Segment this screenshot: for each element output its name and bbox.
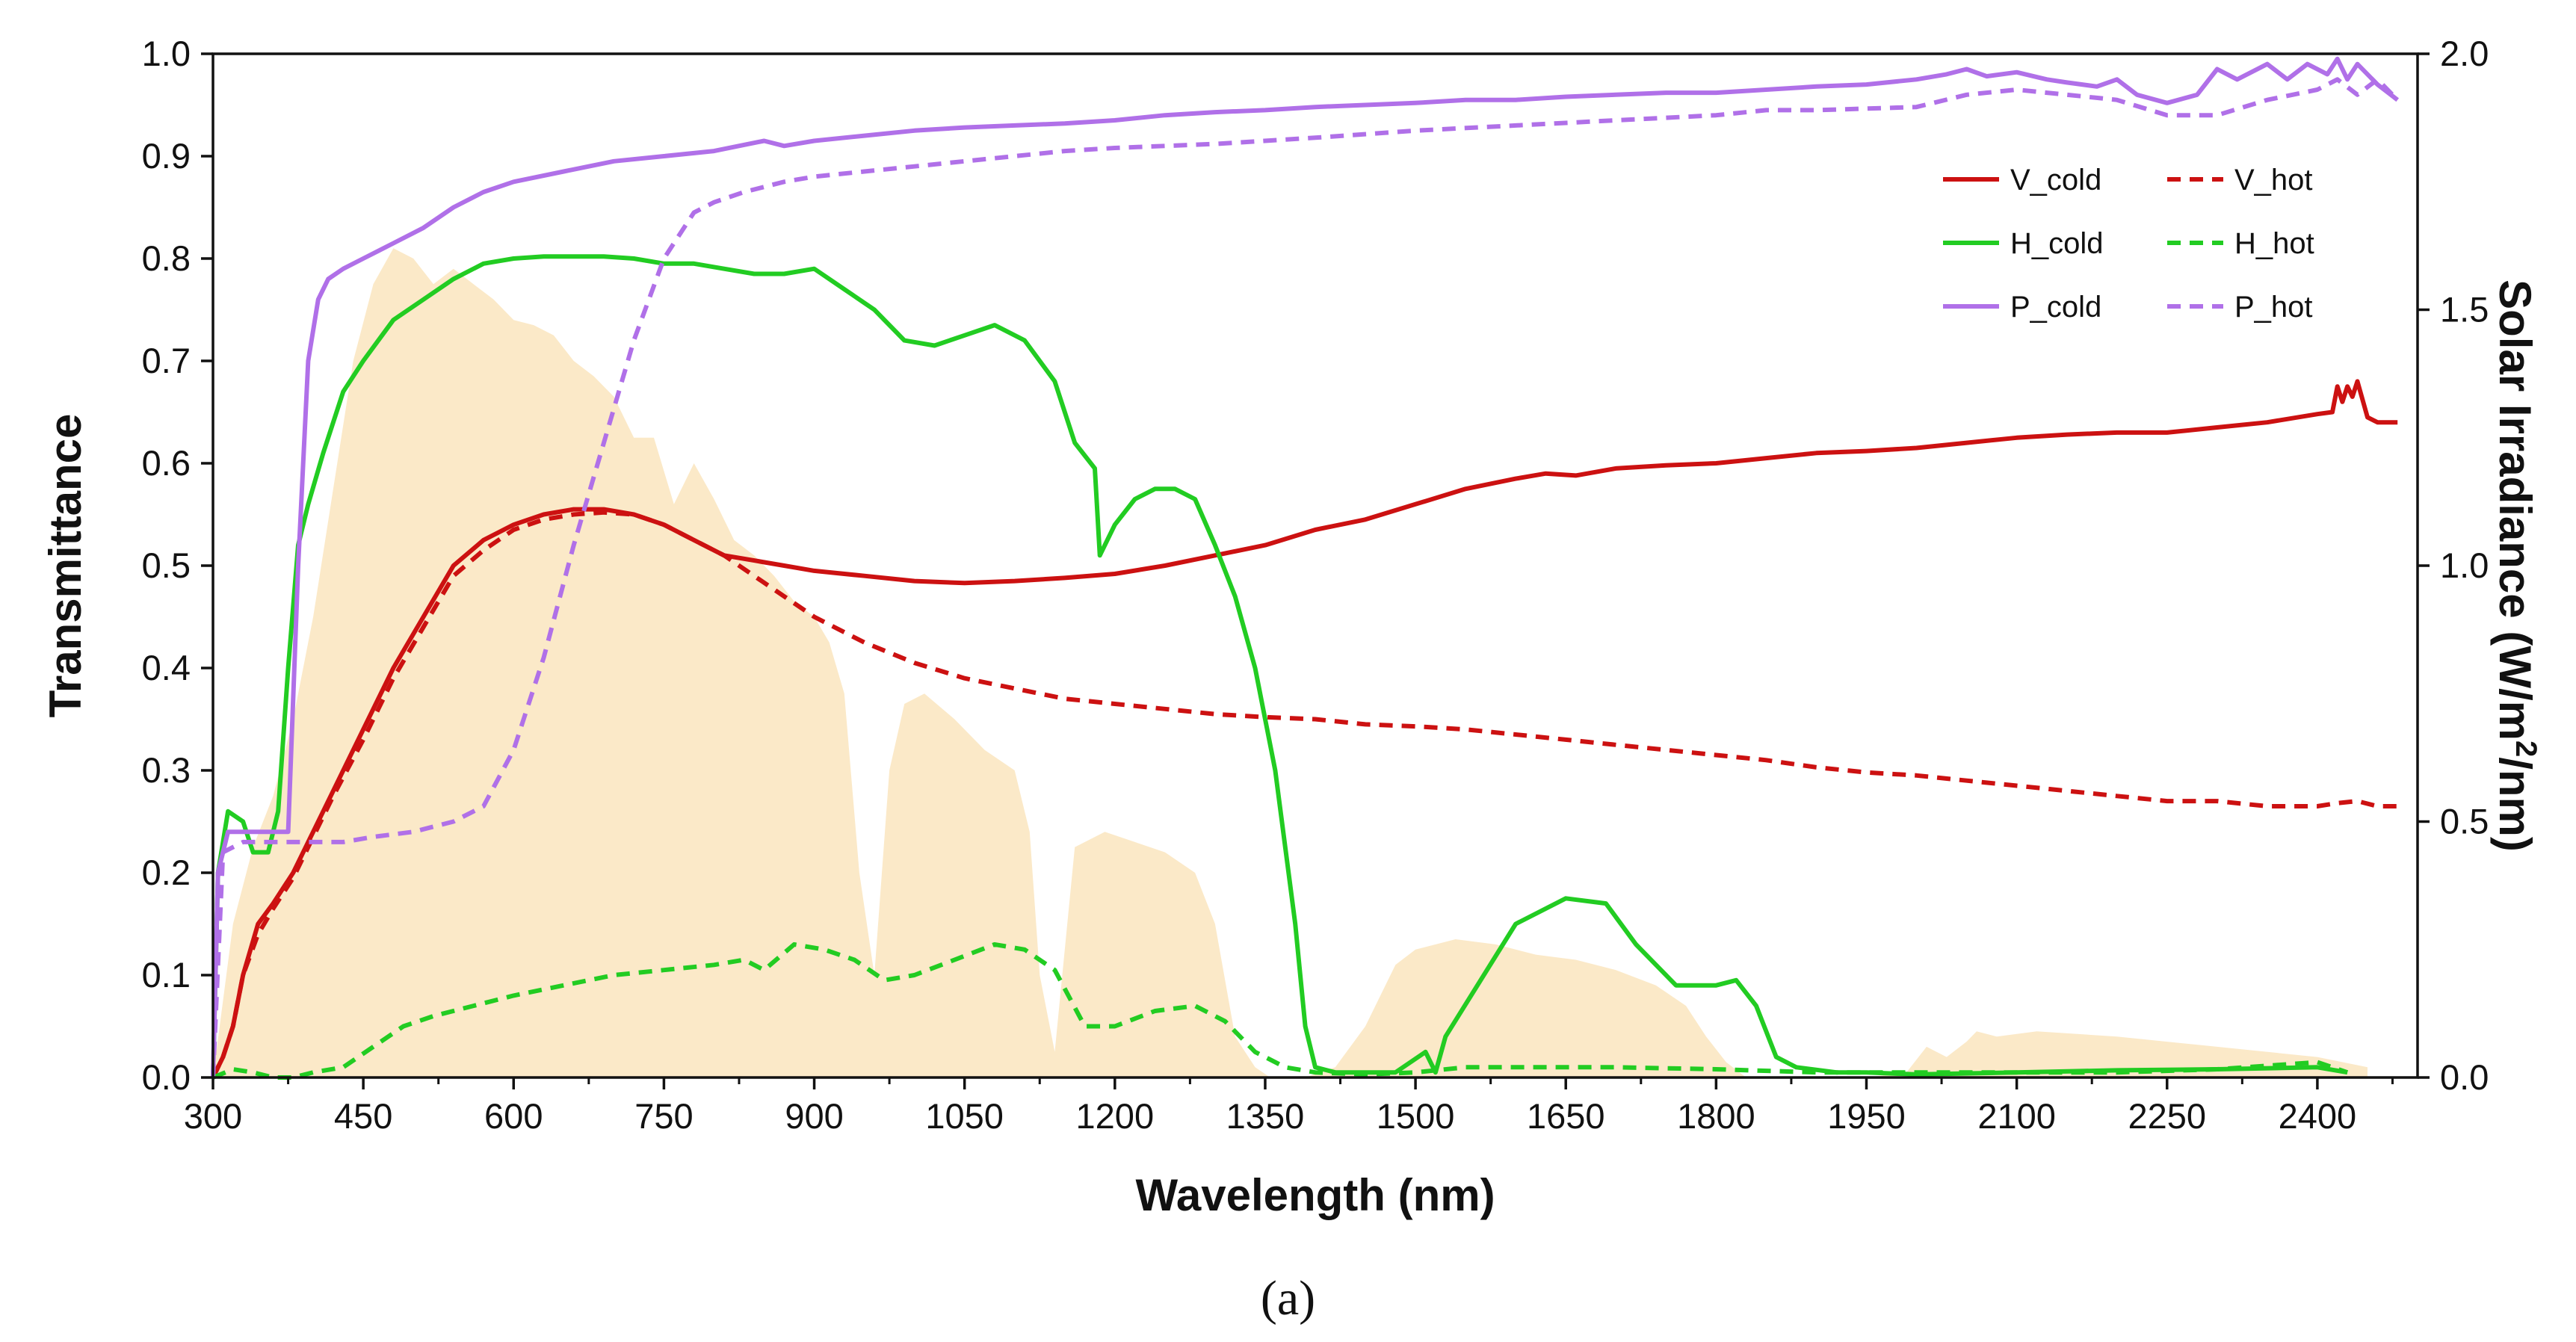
series-line-v-cold — [211, 379, 2398, 1079]
y-tick-label: 0.6 — [142, 443, 191, 483]
x-tick-label: 1350 — [1226, 1096, 1305, 1136]
y-tick-label: 0.3 — [142, 750, 191, 790]
y-tick-label: 0.9 — [142, 136, 191, 176]
x-tick-label: 2250 — [2128, 1096, 2206, 1136]
y-tick-label: 1.0 — [142, 34, 191, 73]
legend-label-v-cold: V_cold — [2010, 164, 2101, 197]
solar-irradiance-area — [213, 248, 2367, 1077]
y-tick-label: 0.1 — [142, 955, 191, 995]
y-tick-label: 0.5 — [142, 545, 191, 585]
series-line-h-cold — [211, 254, 2348, 1078]
y-tick-label: 0.2 — [142, 853, 191, 892]
x-tick-label: 450 — [334, 1096, 392, 1136]
y2-tick-label: 0.0 — [2440, 1057, 2489, 1097]
x-tick-label: 300 — [184, 1096, 242, 1136]
y2-tick-label: 1.5 — [2440, 290, 2489, 330]
legend-label-h-hot: H_hot — [2234, 227, 2314, 260]
series-line-p-cold — [211, 56, 2400, 1078]
x-tick-label: 1200 — [1076, 1096, 1155, 1136]
series-line-v-hot — [211, 510, 2398, 1079]
y-tick-label: 0.8 — [142, 238, 191, 278]
x-tick-label: 1950 — [1827, 1096, 1906, 1136]
y-axis-title: Transmittance — [40, 414, 90, 718]
x-tick-label: 1500 — [1377, 1096, 1455, 1136]
x-tick-label: 2400 — [2279, 1096, 2357, 1136]
x-tick-label: 1800 — [1677, 1096, 1755, 1136]
x-tick-label: 1050 — [925, 1096, 1004, 1136]
y-tick-label: 0.4 — [142, 648, 191, 687]
tick-layer: 300 450 600 750 900 1050 1200 1350 1500 1650 1800 1… — [142, 34, 2489, 1136]
y-tick-label: 0.7 — [142, 341, 191, 380]
x-tick-label: 600 — [484, 1096, 543, 1136]
legend: V_cold H_cold P_cold V_hot H_hot P_hot — [1943, 164, 2314, 324]
legend-label-p-cold: P_cold — [2010, 291, 2101, 324]
y-tick-label: 0.0 — [142, 1057, 191, 1097]
solar-irradiance-layer — [213, 248, 2367, 1077]
series-line-h-hot — [211, 941, 2349, 1080]
y2-axis-title-main: Solar Irradiance (W/m — [2490, 279, 2540, 740]
series-layer — [211, 56, 2400, 1080]
series-line-p-hot — [211, 77, 2400, 1078]
legend-label-v-hot: V_hot — [2234, 164, 2313, 197]
y2-axis-title: Solar Irradiance (W/m2/nm) — [2490, 279, 2542, 852]
x-tick-label: 750 — [634, 1096, 693, 1136]
y2-tick-label: 2.0 — [2440, 34, 2489, 73]
legend-label-h-cold: H_cold — [2010, 227, 2104, 260]
y2-tick-label: 0.5 — [2440, 802, 2489, 841]
y2-tick-label: 1.0 — [2440, 545, 2489, 585]
x-tick-label: 1650 — [1527, 1096, 1605, 1136]
legend-label-p-hot: P_hot — [2234, 291, 2313, 324]
figure-caption: (a) — [1260, 1271, 1316, 1326]
x-tick-label: 2100 — [1977, 1096, 2056, 1136]
y2-axis-title-suffix: /nm) — [2490, 757, 2540, 852]
y2-axis-title-superscript: 2 — [2509, 740, 2542, 757]
x-axis-title: Wavelength (nm) — [1135, 1170, 1495, 1220]
x-tick-label: 900 — [785, 1096, 843, 1136]
